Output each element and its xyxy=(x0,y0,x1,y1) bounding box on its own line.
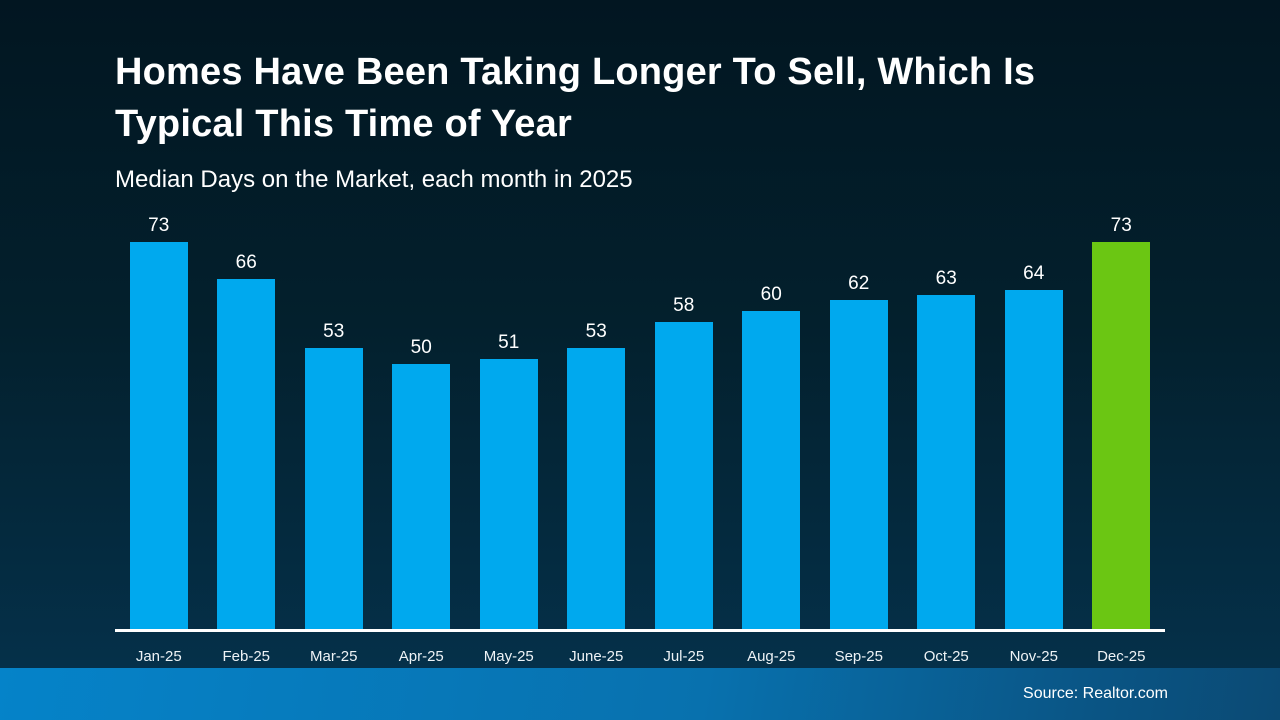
x-axis-label-Mar-25: Mar-25 xyxy=(309,648,358,665)
x-axis-label-Apr-25: Apr-25 xyxy=(398,648,444,665)
bar-value-label: 50 xyxy=(410,337,432,358)
x-axis-label-Oct-25: Oct-25 xyxy=(923,648,969,665)
bar-value-label: 60 xyxy=(760,284,782,305)
chart-subtitle: Median Days on the Market, each month in… xyxy=(115,166,633,193)
bar-value-label: 63 xyxy=(935,268,957,289)
bar-value-label: 64 xyxy=(1023,263,1045,284)
bar-value-label: 73 xyxy=(1110,215,1132,236)
bar-column-Oct-25: 63 xyxy=(903,268,991,630)
x-axis-label-June-25: June-25 xyxy=(569,648,624,665)
bar-Feb-25 xyxy=(217,279,276,630)
bar-value-label: 51 xyxy=(498,332,520,353)
bar-June-25 xyxy=(567,348,626,630)
x-axis-label-Jul-25: Jul-25 xyxy=(663,648,705,665)
bar-column-Apr-25: 50 xyxy=(378,337,466,630)
x-axis-baseline xyxy=(115,629,1165,632)
bar-Mar-25 xyxy=(304,348,363,630)
bar-column-Feb-25: 66 xyxy=(203,252,291,630)
bar-column-Dec-25: 73 xyxy=(1078,215,1166,630)
page-title: Homes Have Been Taking Longer To Sell, W… xyxy=(115,46,1195,150)
bar-Jan-25 xyxy=(129,242,188,630)
bar-value-label: 62 xyxy=(848,273,870,294)
title-line-1: Homes Have Been Taking Longer To Sell, W… xyxy=(115,51,1036,93)
bar-Apr-25 xyxy=(392,364,451,630)
bar-value-label: 73 xyxy=(148,215,170,236)
x-axis-label-Dec-25: Dec-25 xyxy=(1097,648,1146,665)
bar-value-label: 53 xyxy=(323,321,345,342)
bar-Oct-25 xyxy=(917,295,976,630)
x-axis-label-Feb-25: Feb-25 xyxy=(222,648,271,665)
x-axis-label-Nov-25: Nov-25 xyxy=(1009,648,1058,665)
bar-Aug-25 xyxy=(742,311,801,630)
bar-value-label: 53 xyxy=(585,321,607,342)
bar-value-label: 66 xyxy=(235,252,257,273)
bar-column-Jul-25: 58 xyxy=(640,295,728,630)
x-axis-label-May-25: May-25 xyxy=(483,648,534,665)
bar-column-Mar-25: 53 xyxy=(290,321,378,630)
bar-column-Aug-25: 60 xyxy=(728,284,816,630)
bar-column-May-25: 51 xyxy=(465,332,553,630)
bars-row: 73 66 53 50 51 53 58 60 62 63 64 73 xyxy=(115,215,1165,630)
bar-chart: 73 66 53 50 51 53 58 60 62 63 64 73 Jan-25 Feb-25 Mar… xyxy=(115,0,1165,720)
bar-column-Jan-25: 73 xyxy=(115,215,203,630)
bar-May-25 xyxy=(479,359,538,630)
x-axis-label-Aug-25: Aug-25 xyxy=(747,648,796,665)
title-line-2: Typical This Time of Year xyxy=(115,103,572,145)
bar-Sep-25 xyxy=(829,300,888,630)
x-axis-labels: Jan-25 Feb-25 Mar-25 Apr-25 May-25 June-25 Jul… xyxy=(115,648,1165,665)
x-axis-label-Jan-25: Jan-25 xyxy=(135,648,182,665)
chart-header: Homes Have Been Taking Longer To Sell, W… xyxy=(115,46,1195,194)
bar-column-June-25: 53 xyxy=(553,321,641,630)
bar-column-Nov-25: 64 xyxy=(990,263,1078,630)
source-attribution: Source: Realtor.com xyxy=(1023,685,1168,702)
bar-Jul-25 xyxy=(654,322,713,630)
x-axis-label-Sep-25: Sep-25 xyxy=(834,648,883,665)
bar-Nov-25 xyxy=(1004,290,1063,630)
bar-value-label: 58 xyxy=(673,295,695,316)
bar-Dec-25 xyxy=(1092,242,1151,630)
footer-bar: Source: Realtor.com xyxy=(0,668,1280,720)
bar-column-Sep-25: 62 xyxy=(815,273,903,630)
